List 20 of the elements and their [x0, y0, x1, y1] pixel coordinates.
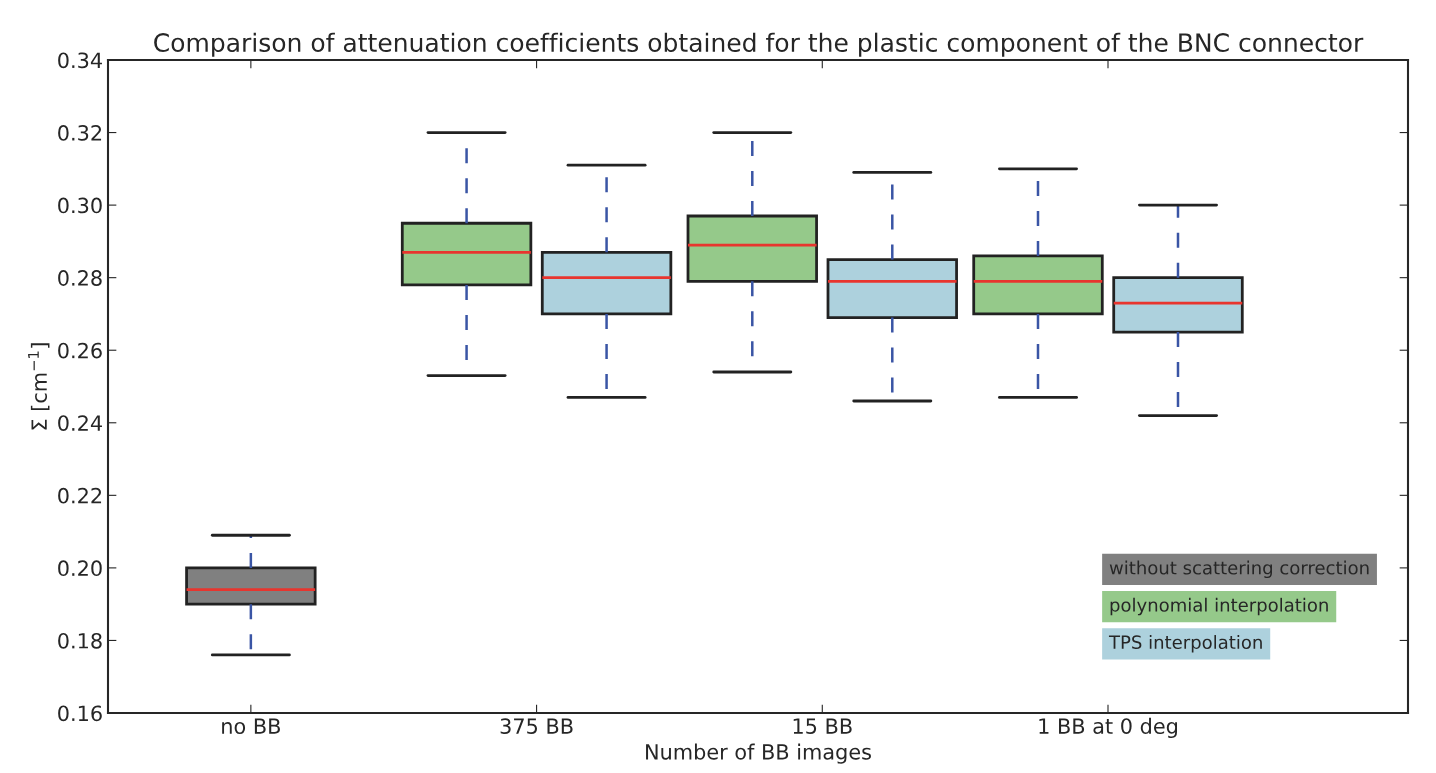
- y-tick-label: 0.28: [58, 270, 102, 286]
- y-tick-label: 0.16: [58, 705, 102, 722]
- y-tick-label: 0.24: [58, 415, 102, 431]
- x-tick-label: 15 BB: [793, 718, 852, 734]
- y-tick-label: 0.32: [58, 125, 102, 141]
- y-tick-label: 0.18: [58, 632, 102, 649]
- text: polynomial interpolation: [1110, 597, 1328, 616]
- y-tick-label: 0.26: [58, 342, 102, 359]
- y-tick-label: 0.20: [58, 560, 102, 577]
- y-tick-label: 0.30: [58, 197, 102, 214]
- text: TPS interpolation: [1108, 635, 1262, 653]
- y-tick-label: 0.34: [58, 52, 102, 69]
- x-tick-label: 375 BB: [500, 718, 573, 734]
- y-tick-label: 0.22: [58, 487, 102, 504]
- y-axis-title: Σ [cm$^{−1}$]: [28, 343, 50, 430]
- legend-label: without scattering correction: [1109, 560, 1369, 579]
- x-tick-label: no BB: [222, 718, 280, 734]
- x-axis-title: Number of BB images: [646, 743, 871, 764]
- chart-title: Comparison of attenuation coefficients obtained for the plastic component of the BNC connector: [154, 32, 1364, 57]
- x-tick-label: 1 BB at 0 deg: [1039, 717, 1177, 739]
